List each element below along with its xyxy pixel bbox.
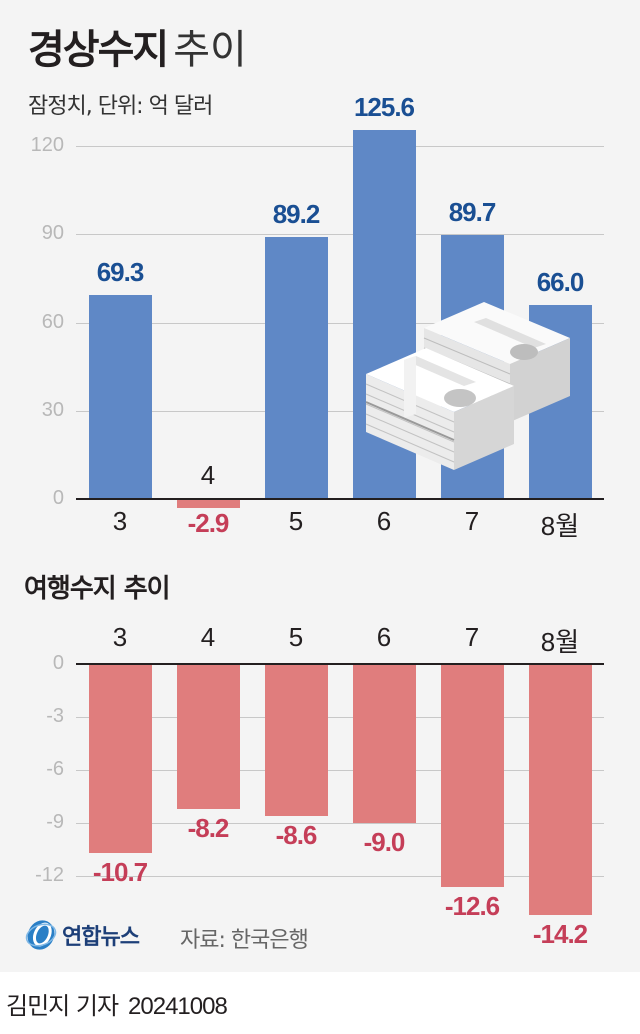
logo-text: 연합뉴스 xyxy=(62,925,140,950)
title-light: 추이 xyxy=(173,27,247,73)
gridline xyxy=(76,770,604,771)
value-label: -14.2 xyxy=(532,918,588,949)
gridline xyxy=(76,146,604,147)
gridline xyxy=(76,410,604,412)
y-tick-label: 120 xyxy=(30,134,64,156)
y-tick-label: -9 xyxy=(46,811,64,833)
zero-axis xyxy=(76,498,604,500)
y-tick-label: -3 xyxy=(46,705,64,727)
value-label: -12.6 xyxy=(444,890,500,921)
x-axis-label: 8월 xyxy=(540,627,580,657)
bar xyxy=(529,664,592,915)
x-axis-label: 7 xyxy=(464,506,480,536)
bar xyxy=(177,499,240,508)
reporter-name: 김민지 기자 xyxy=(6,992,119,1020)
source-credit: 자료: 한국은행 xyxy=(180,928,309,953)
travel-balance-title: 여행수지 추이 xyxy=(24,574,171,604)
bar xyxy=(265,236,328,499)
x-axis-label: 7 xyxy=(464,622,480,652)
x-axis-label: 4 xyxy=(200,622,216,652)
gridline xyxy=(76,717,604,718)
bar xyxy=(441,664,504,887)
x-axis-label: 8월 xyxy=(540,511,580,541)
yonhap-logo: 연합뉴스 xyxy=(24,918,140,952)
gridline xyxy=(76,322,604,324)
title-bold: 경상수지 xyxy=(28,27,169,73)
publish-date: 20241008 xyxy=(128,993,228,1020)
bar xyxy=(89,295,152,499)
value-label: -8.6 xyxy=(275,819,318,850)
value-label: -10.7 xyxy=(92,857,148,888)
y-tick-label: -6 xyxy=(46,758,64,780)
x-axis-label: 6 xyxy=(376,622,392,652)
value-label: -2.9 xyxy=(187,508,230,538)
money-stack-icon xyxy=(365,302,570,470)
y-tick-label: 60 xyxy=(41,310,64,333)
value-label: 69.3 xyxy=(96,257,145,288)
value-label: 66.0 xyxy=(536,266,585,297)
y-tick-label: 30 xyxy=(41,398,64,421)
value-label: -8.2 xyxy=(187,812,230,843)
gridline xyxy=(76,876,604,877)
yonhap-globe-icon xyxy=(25,920,57,950)
gridline xyxy=(76,234,604,236)
bar xyxy=(353,664,416,823)
x-axis-label: 5 xyxy=(288,506,304,536)
bar xyxy=(89,664,152,854)
y-tick-label: 90 xyxy=(41,222,64,245)
gridline xyxy=(76,823,604,824)
byline: 김민지 기자 20241008 xyxy=(6,986,228,1021)
x-axis-label: 5 xyxy=(288,622,304,652)
y-tick-label: 0 xyxy=(52,487,64,509)
bar xyxy=(177,664,240,809)
x-axis-label: 3 xyxy=(112,506,128,536)
value-label: 89.7 xyxy=(448,197,497,228)
value-label: -9.0 xyxy=(363,827,406,857)
chart-title: 경상수지 추이 xyxy=(28,24,247,76)
value-label: 125.6 xyxy=(353,91,415,122)
y-tick-label: 0 xyxy=(52,652,64,674)
value-label: 89.2 xyxy=(272,198,321,229)
y-tick-label: -12 xyxy=(35,864,64,886)
x-axis-label: 6 xyxy=(376,506,392,536)
x-axis-label: 4 xyxy=(200,460,216,490)
zero-axis xyxy=(76,663,604,665)
x-axis-label: 3 xyxy=(112,622,128,652)
infographic-panel: 경상수지 추이 잠정치, 단위: 억 달러 0 30 60 90 120 69.3 3 -2.9… xyxy=(0,0,640,972)
chart-subtitle: 잠정치, 단위: 억 달러 xyxy=(28,94,213,119)
bar xyxy=(265,664,328,816)
